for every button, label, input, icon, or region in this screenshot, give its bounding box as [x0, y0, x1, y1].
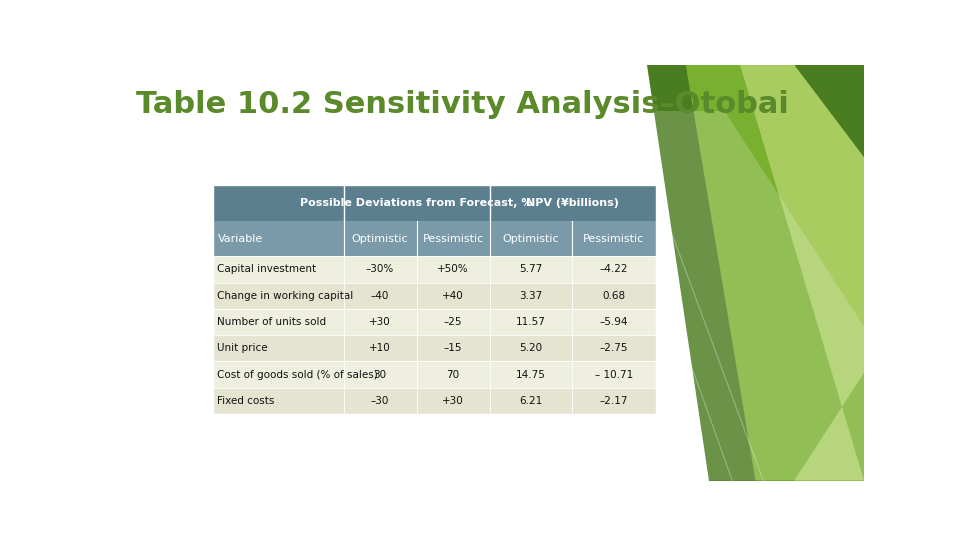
Polygon shape — [585, 111, 864, 481]
Text: 6.21: 6.21 — [519, 396, 542, 406]
Bar — [490, 185, 656, 221]
Bar — [213, 335, 344, 361]
Text: Pessimistic: Pessimistic — [422, 234, 484, 244]
Polygon shape — [685, 65, 864, 481]
Bar — [490, 361, 571, 388]
Bar — [213, 361, 344, 388]
Bar — [490, 221, 571, 256]
Polygon shape — [647, 65, 864, 481]
Text: 30: 30 — [373, 369, 387, 380]
Bar — [213, 221, 344, 256]
Bar — [417, 282, 490, 309]
Text: –2.17: –2.17 — [599, 396, 628, 406]
Bar — [213, 309, 344, 335]
Bar — [344, 335, 417, 361]
Text: 70: 70 — [446, 369, 460, 380]
Bar — [344, 309, 417, 335]
Text: –30%: –30% — [366, 265, 395, 274]
Text: 14.75: 14.75 — [516, 369, 545, 380]
Text: Cost of goods sold (% of sales): Cost of goods sold (% of sales) — [217, 369, 377, 380]
Text: 5.77: 5.77 — [519, 265, 542, 274]
Text: Fixed costs: Fixed costs — [217, 396, 275, 406]
Text: –15: –15 — [444, 343, 463, 353]
Bar — [213, 185, 344, 221]
Text: Change in working capital: Change in working capital — [217, 291, 353, 301]
Text: Possible Deviations from Forecast, %: Possible Deviations from Forecast, % — [300, 198, 533, 208]
Bar — [571, 361, 656, 388]
Text: –2.75: –2.75 — [599, 343, 628, 353]
Text: NPV (¥billions): NPV (¥billions) — [526, 198, 619, 208]
Text: +40: +40 — [443, 291, 464, 301]
Bar — [344, 221, 417, 256]
Bar — [417, 309, 490, 335]
Text: Optimistic: Optimistic — [351, 234, 408, 244]
Bar — [344, 185, 490, 221]
Bar — [490, 335, 571, 361]
Bar — [344, 282, 417, 309]
Bar — [344, 256, 417, 282]
Bar — [417, 361, 490, 388]
Text: 0.68: 0.68 — [602, 291, 625, 301]
Bar — [417, 221, 490, 256]
Text: 5.20: 5.20 — [519, 343, 542, 353]
Bar — [213, 388, 344, 414]
Text: Table 10.2 Sensitivity Analysis–Otobai: Table 10.2 Sensitivity Analysis–Otobai — [135, 90, 788, 119]
Bar — [213, 256, 344, 282]
Bar — [490, 256, 571, 282]
Bar — [417, 335, 490, 361]
Text: –30: –30 — [371, 396, 390, 406]
Bar — [417, 256, 490, 282]
Bar — [213, 185, 656, 414]
Bar — [571, 388, 656, 414]
Text: 11.57: 11.57 — [516, 317, 545, 327]
Bar — [344, 361, 417, 388]
Text: +50%: +50% — [438, 265, 469, 274]
Text: +10: +10 — [370, 343, 391, 353]
Bar — [571, 256, 656, 282]
Text: Number of units sold: Number of units sold — [217, 317, 326, 327]
Bar — [344, 388, 417, 414]
Bar — [213, 282, 344, 309]
Text: 3.37: 3.37 — [519, 291, 542, 301]
Bar — [571, 282, 656, 309]
Text: Optimistic: Optimistic — [502, 234, 559, 244]
Polygon shape — [740, 65, 864, 481]
Text: +30: +30 — [370, 317, 391, 327]
Text: – 10.71: – 10.71 — [594, 369, 633, 380]
Text: –4.22: –4.22 — [599, 265, 628, 274]
Bar — [490, 282, 571, 309]
Bar — [571, 335, 656, 361]
Text: Unit price: Unit price — [217, 343, 268, 353]
Text: +30: +30 — [443, 396, 464, 406]
Bar — [490, 309, 571, 335]
Text: Variable: Variable — [218, 234, 263, 244]
Text: –40: –40 — [371, 291, 390, 301]
Bar — [417, 388, 490, 414]
Text: –5.94: –5.94 — [599, 317, 628, 327]
Bar — [571, 309, 656, 335]
Bar — [490, 388, 571, 414]
Text: Pessimistic: Pessimistic — [583, 234, 644, 244]
Text: Capital investment: Capital investment — [217, 265, 316, 274]
Text: –25: –25 — [444, 317, 463, 327]
Bar — [571, 221, 656, 256]
